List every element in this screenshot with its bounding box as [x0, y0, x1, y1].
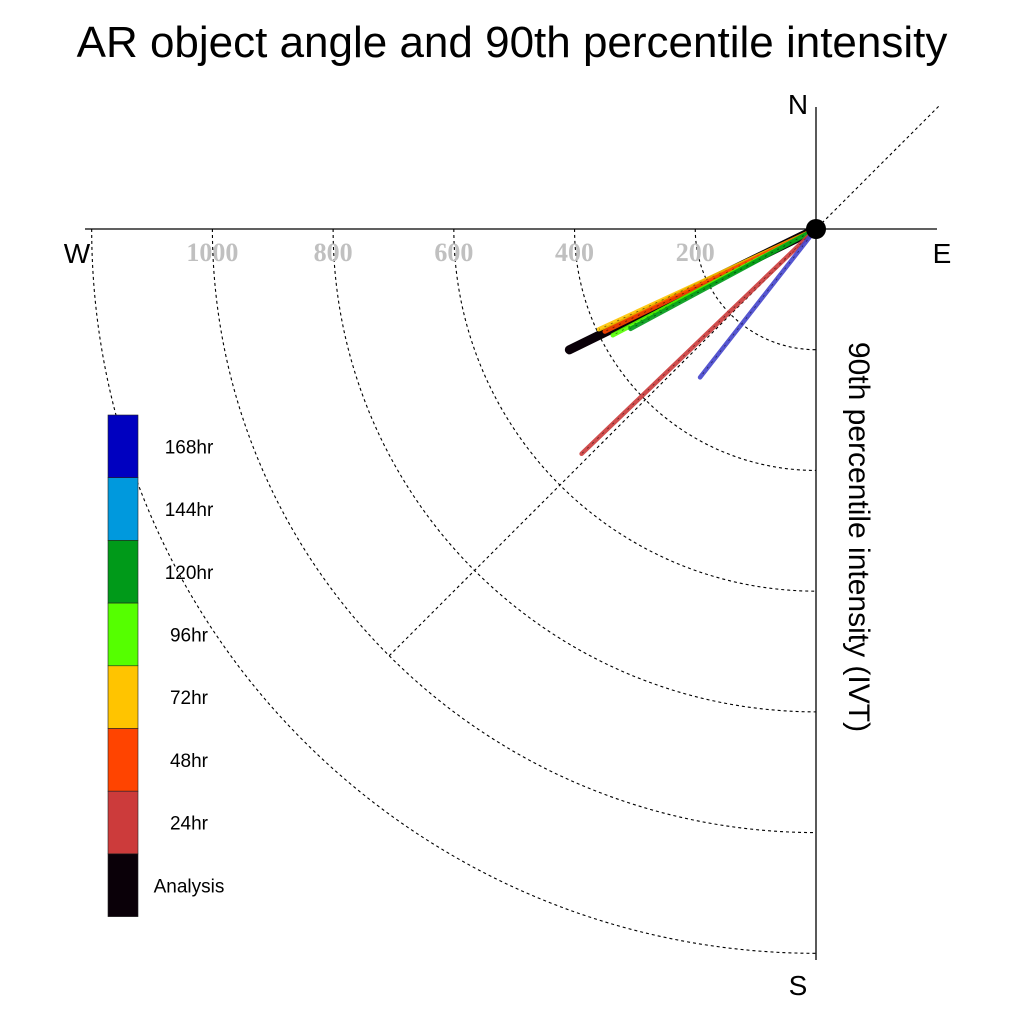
y-axis-label: 90th percentile intensity (IVT) [842, 342, 875, 732]
legend-swatch-72hr [107, 665, 139, 729]
legend-swatch-120hr [107, 540, 139, 604]
compass-south-label: S [789, 970, 808, 1001]
grid-ring [574, 228, 817, 471]
legend-swatch-96hr [107, 602, 139, 667]
grid-ring [694, 228, 817, 351]
compass-east-label: E [933, 238, 952, 269]
chart-grid [91, 104, 941, 954]
legend-swatch-24hr [107, 790, 139, 855]
legend-swatch-analysis [107, 853, 139, 917]
radial-tick-label: 400 [555, 238, 594, 267]
legend-label-96hr: 96hr [170, 625, 209, 646]
grid-ring [91, 228, 817, 954]
vector-24hr-centerline [581, 228, 817, 455]
legend-swatch-168hr [107, 414, 139, 479]
intensity-vectors [564, 224, 821, 457]
vector-120hr-centerline [630, 228, 817, 330]
legend-label-120hr: 120hr [165, 563, 214, 584]
vector-72hr-centerline [598, 228, 817, 330]
legend-label-144hr: 144hr [165, 500, 214, 521]
legend-label-analysis: Analysis [154, 876, 225, 897]
radial-tick-label: 800 [314, 238, 353, 267]
legend: 168hr 144hr 120hr 96hr 72hr 48hr 24hr Analysis [107, 414, 225, 917]
radial-tick-label: 600 [434, 238, 473, 267]
legend-label-72hr: 72hr [170, 688, 209, 709]
radial-tick-label: 200 [676, 238, 715, 267]
vector-168hr [697, 226, 819, 380]
chart-title: AR object angle and 90th percentile inte… [77, 18, 948, 67]
radial-tick-labels: 200 400 600 800 1000 [186, 238, 714, 267]
legend-label-48hr: 48hr [170, 751, 209, 772]
legend-swatch-48hr [107, 728, 139, 792]
legend-label-168hr: 168hr [165, 437, 214, 458]
legend-label-24hr: 24hr [170, 814, 209, 835]
legend-swatch-144hr [107, 477, 139, 541]
compass-north-label: N [788, 89, 808, 120]
radial-tick-label: 1000 [186, 238, 238, 267]
origin-dot [806, 219, 826, 239]
grid-diagonal [388, 104, 941, 657]
compass-west-label: W [64, 238, 91, 269]
